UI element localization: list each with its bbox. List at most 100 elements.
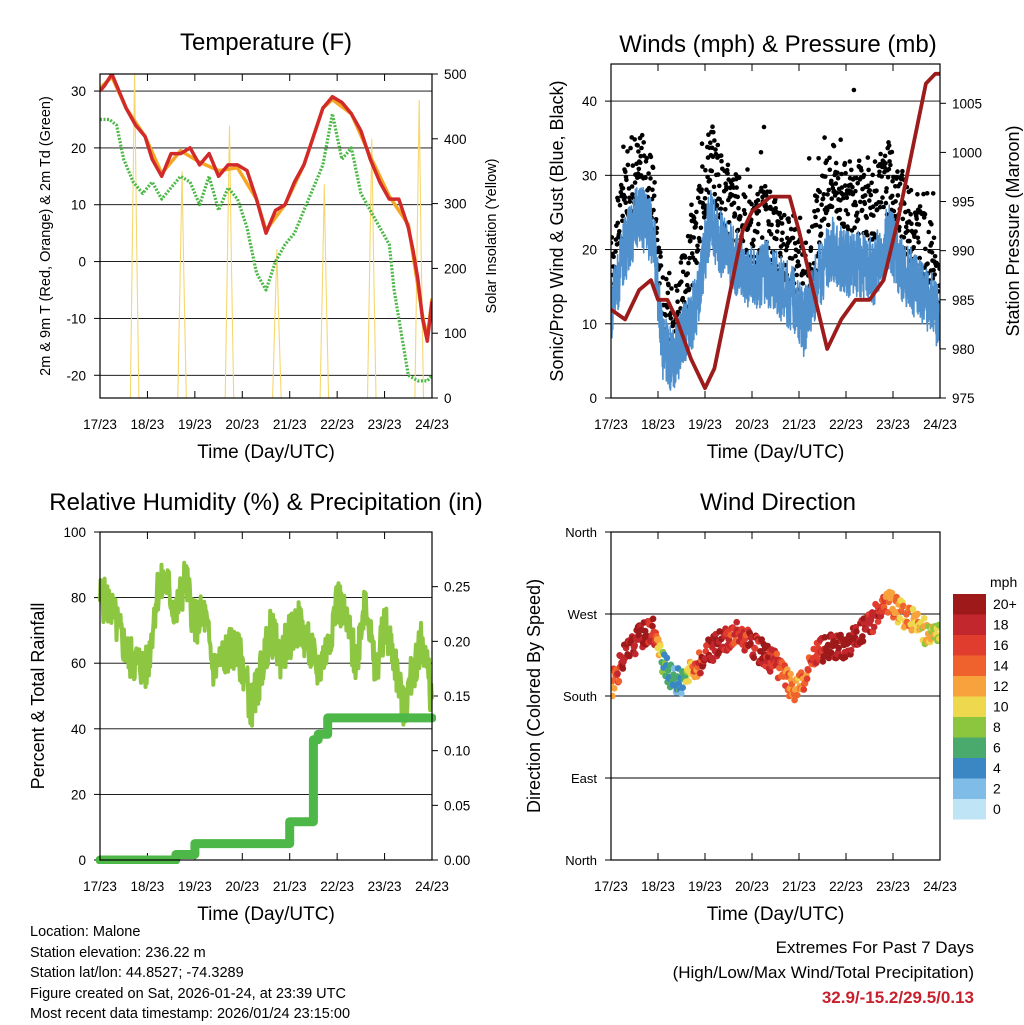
- gust-point: [697, 239, 702, 244]
- gust-point: [627, 195, 632, 201]
- gust-point: [718, 153, 724, 158]
- gust-point: [889, 193, 895, 199]
- direction-series-group: [611, 588, 940, 704]
- gust-point: [931, 267, 936, 273]
- gust-point: [718, 206, 724, 212]
- temp-series-group: [100, 74, 432, 398]
- gust-point: [851, 87, 857, 93]
- gust-point: [693, 221, 699, 226]
- gust-point: [930, 191, 936, 196]
- gust-point: [833, 160, 839, 166]
- legend-label: 14: [993, 658, 1009, 674]
- gust-point: [768, 231, 774, 237]
- rh-y2-tick-label: 0.10: [444, 744, 470, 759]
- direction-point: [847, 646, 855, 654]
- rh-y-tick-label: 80: [71, 591, 86, 606]
- gust-point: [865, 183, 871, 189]
- direction-point: [914, 610, 921, 618]
- wind-series-group: [611, 71, 940, 391]
- dir-x-tick-label: 24/23: [923, 879, 957, 894]
- gust-point: [932, 272, 937, 277]
- gust-point: [712, 191, 718, 197]
- gust-point: [894, 175, 900, 180]
- gust-point: [814, 194, 820, 200]
- wind-x-tick-label: 18/23: [641, 417, 675, 432]
- gust-point: [917, 204, 923, 209]
- humidity-line: [98, 560, 434, 728]
- legend-label: 12: [993, 678, 1009, 694]
- temp-x-tick-label: 23/23: [368, 417, 402, 432]
- gust-point: [924, 191, 930, 196]
- gust-point: [780, 230, 785, 236]
- gust-point: [869, 180, 874, 186]
- precipitation-line: [96, 713, 436, 864]
- gust-point: [761, 124, 767, 130]
- gust-point: [868, 192, 874, 198]
- direction-point: [641, 627, 649, 635]
- dir-x-tick-label: 23/23: [876, 879, 910, 894]
- gust-point: [651, 193, 657, 199]
- gust-point: [695, 195, 701, 201]
- gust-point: [644, 155, 649, 161]
- dir-x-tick-label: 19/23: [688, 879, 722, 894]
- dir-x-label: Time (Day/UTC): [707, 904, 845, 925]
- gust-point: [653, 217, 659, 222]
- wind-y-tick-label: 40: [582, 94, 597, 109]
- gust-point: [847, 159, 853, 164]
- gust-point: [694, 260, 699, 266]
- direction-point: [803, 675, 811, 683]
- wind-title: Winds (mph) & Pressure (mb): [619, 31, 936, 58]
- extremes-subtitle: (High/Low/Max Wind/Total Precipitation): [672, 963, 974, 982]
- gust-point: [628, 145, 633, 151]
- temperature-panel: Temperature (F) Time (Day/UTC) 17/23 18/23 1…: [38, 29, 500, 463]
- legend-swatch: [953, 655, 986, 676]
- gust-point: [756, 221, 761, 227]
- gust-point: [849, 167, 854, 173]
- extremes-box: Extremes For Past 7 Days (High/Low/Max W…: [673, 935, 974, 1010]
- gust-point: [858, 199, 863, 205]
- gust-point: [897, 181, 903, 187]
- direction-point: [649, 615, 657, 623]
- gust-point: [623, 200, 628, 205]
- rh-y-label: Percent & Total Rainfall: [28, 603, 48, 790]
- gust-point: [878, 200, 884, 205]
- gust-point: [652, 180, 657, 185]
- gust-point: [622, 195, 628, 200]
- gust-point: [783, 247, 789, 253]
- gust-point: [906, 208, 911, 214]
- legend-label: 10: [993, 699, 1009, 715]
- gust-point: [827, 167, 833, 173]
- gust-point: [893, 199, 898, 204]
- gust-point: [625, 149, 630, 154]
- rh-y2-tick-label: 0.20: [444, 634, 470, 649]
- gust-point: [711, 184, 717, 190]
- gust-point: [650, 165, 656, 171]
- direction-point: [675, 680, 683, 687]
- gust-point: [734, 185, 739, 190]
- direction-point: [611, 692, 616, 700]
- temp-y2-tick-label: 400: [444, 132, 467, 147]
- gust-point: [833, 181, 839, 186]
- gust-point: [695, 247, 701, 253]
- wind-x-tick-label: 20/23: [735, 417, 769, 432]
- gust-point: [736, 175, 742, 180]
- direction-point: [896, 615, 904, 622]
- gust-point: [639, 132, 645, 138]
- gust-point: [870, 172, 875, 178]
- direction-point: [935, 621, 940, 629]
- gust-point: [774, 229, 780, 234]
- gust-point: [908, 212, 913, 217]
- gust-point: [656, 245, 662, 251]
- legend-swatch: [953, 614, 986, 635]
- direction-point: [835, 644, 842, 652]
- temp-x-tick-label: 21/23: [273, 417, 307, 432]
- gust-point: [709, 168, 715, 174]
- gust-point: [699, 187, 704, 192]
- gust-point: [864, 215, 869, 220]
- pressure-line: [611, 71, 940, 391]
- rh-x-tick-label: 22/23: [320, 879, 354, 894]
- gust-point: [877, 169, 882, 175]
- dir-y-tick-label: North: [565, 853, 597, 868]
- gust-point: [632, 180, 638, 185]
- direction-point: [632, 650, 639, 658]
